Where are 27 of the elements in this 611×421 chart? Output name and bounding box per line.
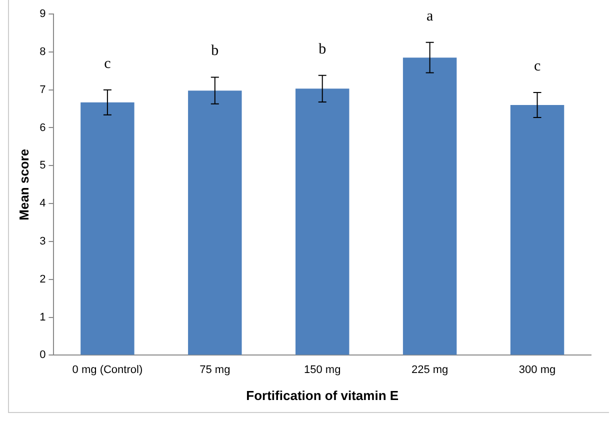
y-tick-label: 9	[40, 8, 46, 20]
x-tick-label: 150 mg	[304, 364, 341, 376]
y-tick-label: 3	[40, 236, 46, 248]
y-tick-label: 7	[40, 84, 46, 96]
annotation: b	[318, 41, 326, 58]
y-tick-label: 8	[40, 46, 46, 58]
y-tick-label: 1	[40, 311, 46, 324]
y-axis-title: Mean score	[16, 148, 32, 220]
annotation: c	[534, 58, 541, 74]
x-tick-label: 75 mg	[200, 364, 230, 376]
annotation: a	[426, 8, 434, 24]
x-tick-label: 225 mg	[411, 364, 448, 376]
bar	[402, 58, 457, 355]
x-axis-title: Fortification of vitamin E	[246, 388, 399, 403]
y-tick-label: 5	[40, 160, 46, 172]
y-tick-label: 4	[40, 198, 46, 210]
y-tick-label: 0	[40, 349, 46, 362]
y-tick-label: 2	[40, 273, 46, 286]
y-tick-label: 6	[40, 122, 46, 134]
bar	[295, 88, 350, 355]
x-tick-label: 300 mg	[518, 364, 556, 376]
x-tick-label: 0 mg (Control)	[72, 364, 143, 376]
bar	[188, 90, 242, 355]
annotation: c	[104, 56, 112, 72]
bar	[510, 104, 564, 355]
annotation: b	[211, 43, 219, 60]
bar	[80, 102, 134, 355]
